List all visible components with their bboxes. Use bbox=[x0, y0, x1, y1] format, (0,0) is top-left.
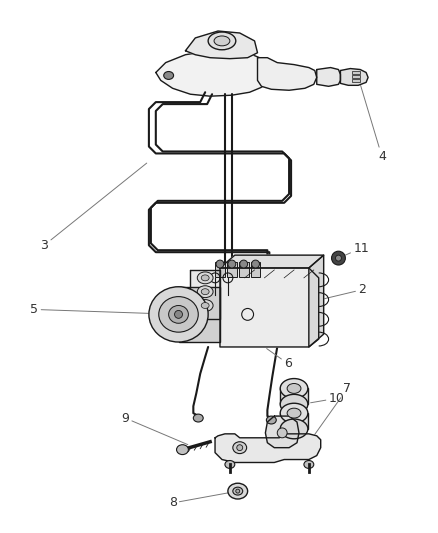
Text: 4: 4 bbox=[359, 80, 386, 163]
Ellipse shape bbox=[193, 414, 203, 422]
Polygon shape bbox=[265, 416, 299, 448]
Ellipse shape bbox=[332, 251, 346, 265]
Ellipse shape bbox=[197, 286, 213, 297]
Polygon shape bbox=[191, 270, 220, 319]
Ellipse shape bbox=[216, 260, 224, 268]
Ellipse shape bbox=[201, 289, 209, 295]
Polygon shape bbox=[258, 58, 317, 90]
Ellipse shape bbox=[266, 416, 276, 424]
Ellipse shape bbox=[287, 384, 301, 393]
Bar bbox=[352, 79, 360, 82]
Ellipse shape bbox=[201, 303, 209, 309]
Polygon shape bbox=[156, 50, 271, 96]
Text: 3: 3 bbox=[40, 163, 147, 252]
Ellipse shape bbox=[201, 275, 209, 281]
Polygon shape bbox=[340, 69, 368, 85]
Ellipse shape bbox=[225, 461, 235, 469]
Text: 7: 7 bbox=[311, 382, 351, 440]
Ellipse shape bbox=[197, 272, 213, 284]
Ellipse shape bbox=[159, 296, 198, 332]
Ellipse shape bbox=[277, 428, 287, 438]
Ellipse shape bbox=[280, 378, 308, 398]
Text: 5: 5 bbox=[30, 303, 176, 316]
Polygon shape bbox=[317, 68, 340, 86]
Ellipse shape bbox=[280, 419, 308, 439]
Ellipse shape bbox=[336, 255, 342, 261]
Ellipse shape bbox=[304, 461, 314, 469]
Ellipse shape bbox=[233, 487, 243, 495]
Ellipse shape bbox=[169, 305, 188, 324]
Bar bbox=[179, 287, 220, 342]
Ellipse shape bbox=[175, 310, 183, 318]
Ellipse shape bbox=[237, 445, 243, 450]
Ellipse shape bbox=[164, 71, 173, 79]
Text: 6: 6 bbox=[267, 349, 292, 370]
Ellipse shape bbox=[280, 403, 308, 423]
Text: 11: 11 bbox=[341, 242, 369, 257]
Text: 9: 9 bbox=[121, 411, 188, 445]
Bar bbox=[227, 262, 237, 277]
Polygon shape bbox=[220, 268, 319, 347]
Ellipse shape bbox=[197, 300, 213, 311]
Bar bbox=[251, 262, 261, 277]
Text: 10: 10 bbox=[311, 392, 344, 405]
Ellipse shape bbox=[240, 260, 247, 268]
Ellipse shape bbox=[236, 489, 240, 493]
Polygon shape bbox=[309, 255, 324, 347]
Polygon shape bbox=[185, 31, 258, 59]
Bar bbox=[352, 71, 360, 74]
Bar bbox=[215, 262, 225, 277]
Ellipse shape bbox=[149, 287, 208, 342]
Bar bbox=[352, 75, 360, 78]
Text: 1: 1 bbox=[262, 254, 299, 269]
Text: 8: 8 bbox=[169, 491, 235, 510]
Ellipse shape bbox=[287, 408, 301, 418]
Text: 2: 2 bbox=[323, 283, 366, 299]
Bar bbox=[280, 389, 308, 404]
Bar bbox=[280, 413, 308, 429]
Ellipse shape bbox=[214, 36, 230, 46]
Ellipse shape bbox=[251, 260, 259, 268]
Ellipse shape bbox=[280, 394, 308, 414]
Ellipse shape bbox=[228, 483, 247, 499]
Polygon shape bbox=[220, 255, 324, 268]
Ellipse shape bbox=[233, 442, 247, 454]
Ellipse shape bbox=[228, 260, 236, 268]
Bar bbox=[239, 262, 249, 277]
Polygon shape bbox=[215, 434, 321, 463]
Ellipse shape bbox=[208, 32, 236, 50]
Ellipse shape bbox=[177, 445, 188, 455]
